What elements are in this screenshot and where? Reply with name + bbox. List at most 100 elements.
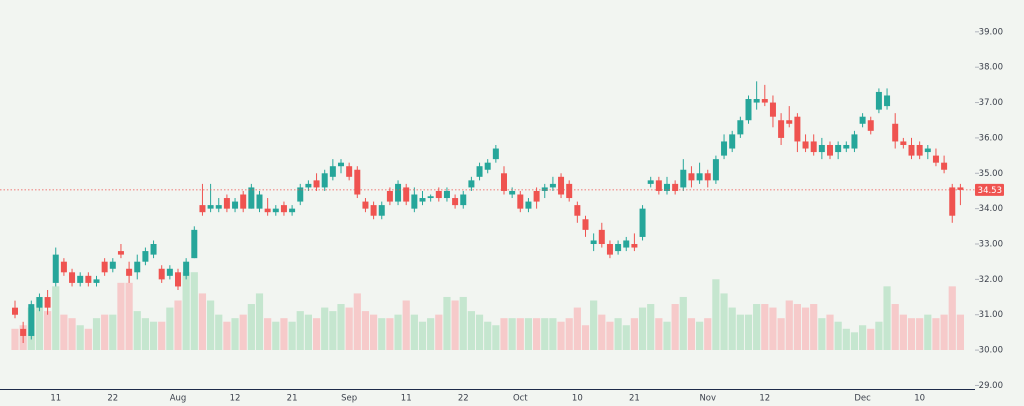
- x-tick-label: 22: [458, 394, 469, 404]
- volume-bar: [679, 296, 687, 350]
- x-tick-label: 12: [230, 394, 241, 404]
- candle-body: [207, 205, 214, 209]
- candle-body: [158, 268, 165, 280]
- candle-body: [778, 120, 785, 138]
- y-tick-label: 31.00: [979, 310, 1003, 320]
- candle-body: [199, 205, 206, 213]
- candle-body: [443, 190, 450, 199]
- volume-bar: [696, 321, 704, 350]
- volume-bar: [500, 318, 508, 350]
- volume-bar: [231, 318, 239, 350]
- volume-bar: [264, 318, 272, 350]
- x-tick-label: 21: [629, 394, 640, 404]
- volume-bar: [948, 286, 956, 350]
- candle-body: [753, 99, 760, 103]
- candle-body: [843, 144, 850, 149]
- volume-bar: [345, 307, 353, 350]
- candle-body: [541, 187, 548, 191]
- candle-body: [354, 169, 361, 195]
- candle-body: [932, 155, 939, 163]
- volume-bar: [92, 318, 101, 350]
- volume-bar: [818, 318, 826, 350]
- candle-body: [427, 196, 434, 199]
- candle-body: [721, 141, 728, 156]
- candle-body: [745, 99, 752, 121]
- candle-body: [525, 201, 532, 209]
- volume-bar: [484, 321, 492, 350]
- candle-body: [272, 208, 279, 213]
- candle-body: [191, 229, 198, 259]
- candle-body: [558, 176, 565, 195]
- volume-bar: [117, 282, 125, 350]
- candle-body: [957, 187, 964, 190]
- volume-bar: [247, 304, 255, 350]
- volume-bar: [312, 318, 321, 350]
- x-tick-label: 12: [759, 394, 770, 404]
- volume-bar: [655, 318, 663, 350]
- volume-bar: [52, 286, 60, 350]
- candle-body: [533, 190, 540, 202]
- candle-body: [28, 304, 35, 336]
- candle-body: [338, 162, 344, 167]
- candle-body: [395, 183, 402, 202]
- candle-body: [623, 240, 630, 248]
- x-tick-label: Aug: [170, 394, 187, 404]
- candle-body: [672, 183, 679, 191]
- volume-bar: [280, 318, 288, 350]
- volume-bar: [541, 318, 549, 350]
- volume-bar: [533, 318, 541, 350]
- volume-bar: [581, 325, 590, 350]
- x-tick-label: Nov: [699, 394, 716, 404]
- volume-bar: [337, 304, 345, 350]
- candle-body: [468, 180, 475, 188]
- volume-bar: [549, 318, 557, 350]
- volume-bar: [84, 328, 92, 350]
- y-tick-label: 38.00: [979, 63, 1003, 73]
- volume-bar: [598, 314, 606, 350]
- candle-body: [101, 261, 108, 273]
- volume-bar: [361, 311, 370, 350]
- volume-bar: [932, 318, 940, 350]
- volume-bar: [834, 321, 842, 350]
- candle-body: [109, 261, 116, 269]
- candle-body: [386, 190, 393, 202]
- volume-bar: [777, 318, 785, 350]
- candle-body: [134, 261, 141, 273]
- candle-body: [647, 180, 654, 184]
- volume-bar: [60, 314, 68, 350]
- volume-bar: [956, 314, 964, 350]
- last-price-box: [975, 183, 1004, 196]
- volume-bar: [174, 300, 182, 350]
- volume-bar: [891, 304, 899, 350]
- candle-body: [126, 268, 133, 276]
- candle-body: [859, 116, 866, 124]
- candle-body: [696, 173, 703, 181]
- volume-bar: [704, 318, 712, 350]
- candle-body: [240, 194, 247, 209]
- candle-body: [867, 120, 874, 131]
- candle-body: [93, 279, 100, 283]
- candle-body: [69, 272, 76, 283]
- candle-body: [166, 268, 173, 276]
- volume-bar: [133, 311, 141, 350]
- volume-bar: [76, 325, 84, 350]
- candle-body: [321, 173, 328, 188]
- volume-bar: [329, 311, 337, 350]
- candle-body: [769, 102, 776, 117]
- candle-body: [615, 244, 622, 252]
- x-tick-label: 10: [914, 394, 925, 404]
- volume-bar: [198, 293, 207, 350]
- volume-bar: [647, 304, 655, 350]
- candle-body: [460, 194, 467, 206]
- volume-bar: [524, 318, 533, 350]
- x-tick-label: 11: [401, 394, 412, 404]
- volume-bar: [304, 314, 312, 350]
- volume-bar: [769, 307, 777, 350]
- candle-body: [313, 180, 320, 188]
- volume-bar: [190, 272, 198, 350]
- volume-bar: [288, 321, 296, 350]
- volume-bar: [801, 307, 810, 350]
- y-tick-label: 39.00: [979, 27, 1003, 37]
